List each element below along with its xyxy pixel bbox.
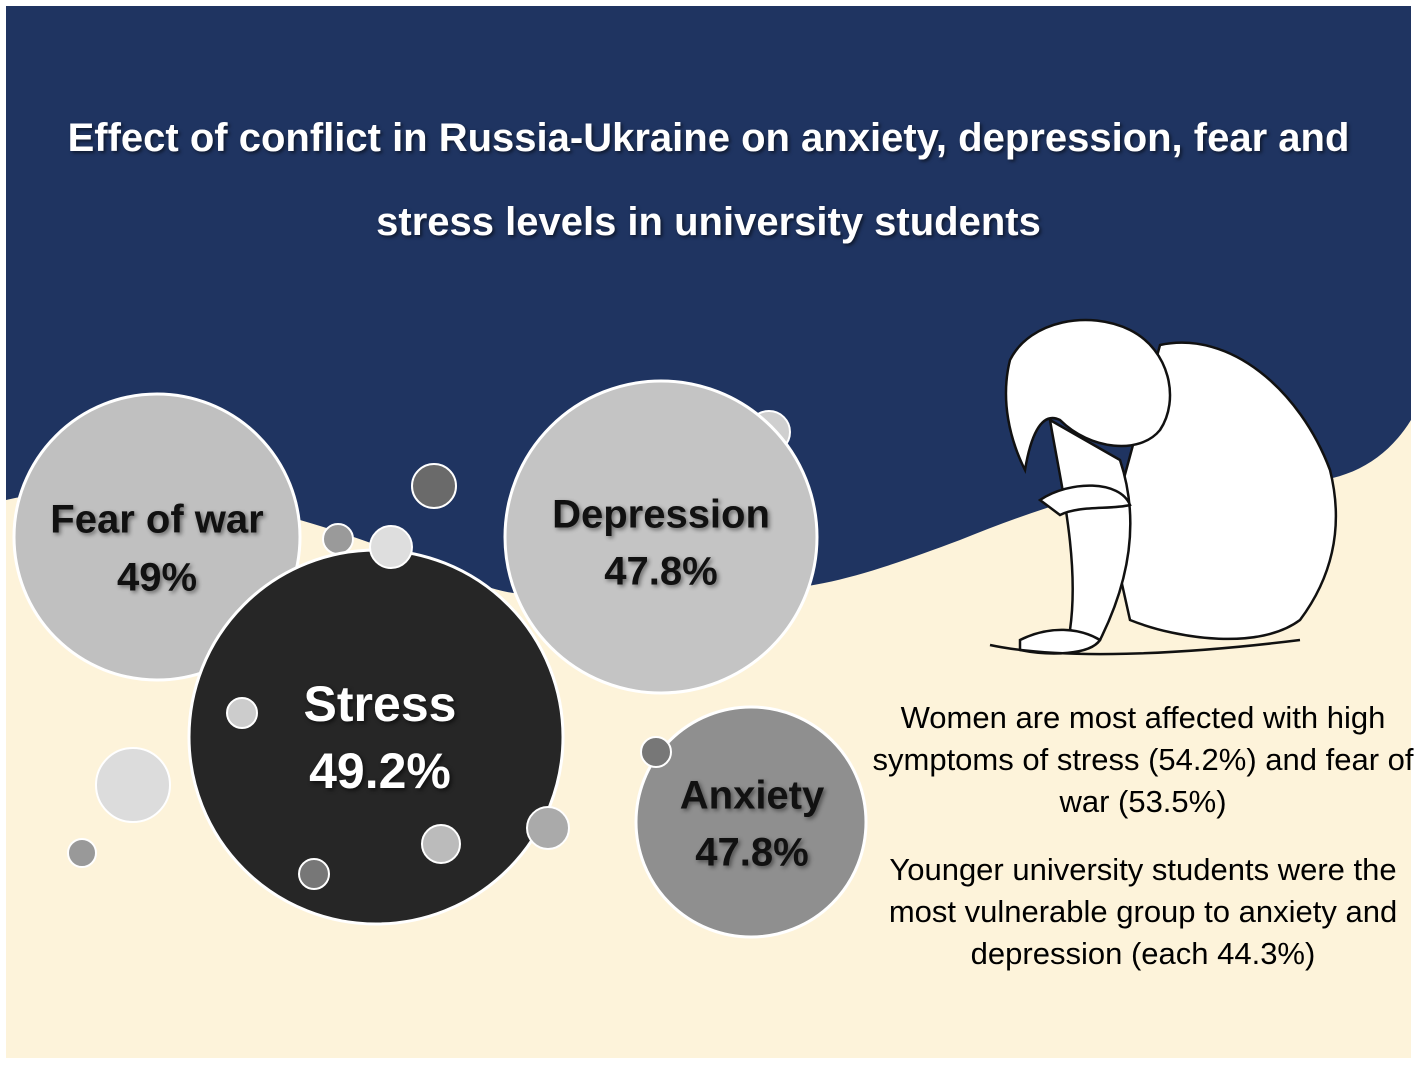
dot bbox=[640, 736, 672, 768]
dot bbox=[526, 806, 570, 850]
dot bbox=[322, 523, 354, 555]
dot bbox=[369, 525, 413, 569]
decor-dots bbox=[226, 525, 672, 890]
dot bbox=[298, 858, 330, 890]
dot bbox=[411, 463, 457, 509]
bubble bbox=[634, 705, 868, 939]
bubble bbox=[187, 548, 565, 926]
sad-figure bbox=[989, 318, 1338, 656]
dot bbox=[67, 838, 97, 868]
bubble-value: 49% bbox=[117, 556, 197, 600]
bubble-label: Depression bbox=[552, 493, 770, 537]
bubbles bbox=[12, 379, 868, 939]
bubble bbox=[12, 392, 302, 682]
bubble-label: Fear of war bbox=[50, 498, 263, 542]
bubble-label: Stress bbox=[304, 676, 457, 732]
bubble-label: Anxiety bbox=[680, 774, 825, 818]
dot bbox=[226, 697, 258, 729]
bubble-value: 49.2% bbox=[309, 743, 451, 799]
bubble bbox=[503, 379, 819, 695]
dot bbox=[421, 824, 461, 864]
note: Younger university students were the mos… bbox=[888, 852, 1398, 971]
bubble-value: 47.8% bbox=[604, 550, 717, 594]
title: Effect of conflict in Russia-Ukraine on … bbox=[67, 116, 1350, 244]
note: Women are most affected with high sympto… bbox=[872, 700, 1414, 819]
bubble-value: 47.8% bbox=[695, 831, 808, 875]
dot bbox=[95, 747, 171, 823]
